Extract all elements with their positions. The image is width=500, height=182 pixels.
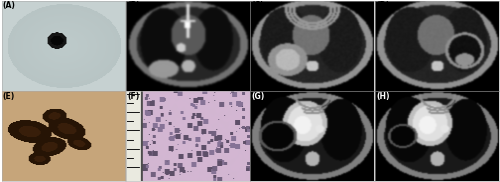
Text: (G): (G) [252, 92, 265, 101]
Text: (A): (A) [2, 1, 16, 10]
Text: (B): (B) [127, 1, 140, 10]
Text: (F): (F) [127, 92, 140, 101]
Text: (C): (C) [252, 1, 264, 10]
Text: (E): (E) [2, 92, 15, 101]
Text: (D): (D) [376, 1, 390, 10]
Text: (H): (H) [376, 92, 390, 101]
